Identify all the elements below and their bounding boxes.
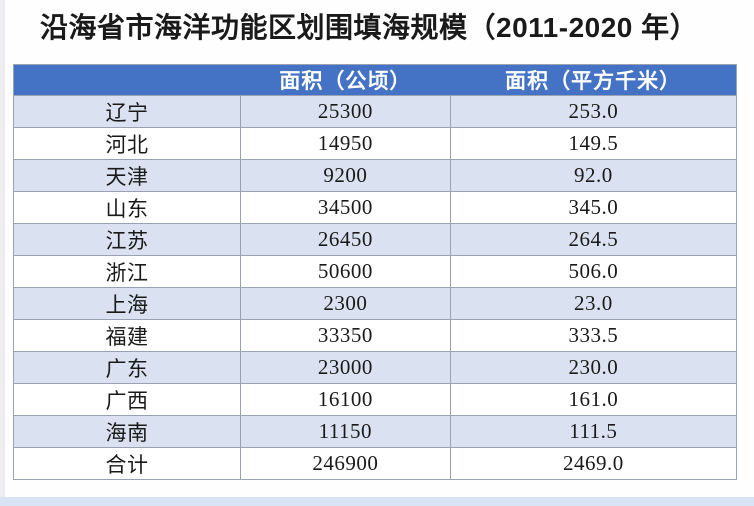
area-hectares-cell: 50600	[240, 255, 451, 288]
table-header: 面积（公顷） 面积（平方千米）	[13, 64, 737, 96]
area-square-km-cell: 345.0	[449, 191, 738, 224]
area-hectares-cell: 246900	[240, 447, 451, 480]
area-square-km-cell: 2469.0	[449, 447, 738, 480]
table-row: 福建 33350 333.5	[12, 319, 738, 352]
area-square-km-cell: 92.0	[449, 159, 738, 192]
reclamation-table-container: 面积（公顷） 面积（平方千米） 辽宁 25300 253.0 河北 14950 …	[12, 64, 738, 480]
area-hectares-cell: 9200	[240, 159, 451, 192]
table-row: 广西 16100 161.0	[12, 383, 738, 416]
region-cell: 福建	[12, 319, 242, 352]
region-cell: 江苏	[12, 223, 242, 256]
area-square-km-cell: 264.5	[449, 223, 738, 256]
region-cell: 合计	[12, 447, 242, 480]
area-square-km-cell: 149.5	[449, 127, 738, 160]
table-row: 天津 9200 92.0	[12, 159, 738, 192]
page-left-edge-shade	[0, 0, 5, 506]
area-hectares-cell: 11150	[240, 415, 451, 448]
area-square-km-cell: 333.5	[449, 319, 738, 352]
area-hectares-cell: 34500	[240, 191, 451, 224]
bottom-background-strip	[0, 497, 754, 506]
table-row: 辽宁 25300 253.0	[12, 95, 738, 128]
col-header-area-square-km: 面积（平方千米）	[450, 64, 737, 96]
region-cell: 海南	[12, 415, 242, 448]
area-hectares-cell: 23000	[240, 351, 451, 384]
table-row: 上海 2300 23.0	[12, 287, 738, 320]
area-hectares-cell: 14950	[240, 127, 451, 160]
region-cell: 广西	[12, 383, 242, 416]
header-row: 面积（公顷） 面积（平方千米）	[13, 64, 737, 96]
region-cell: 浙江	[12, 255, 242, 288]
area-square-km-cell: 230.0	[449, 351, 738, 384]
area-square-km-cell: 23.0	[449, 287, 738, 320]
table-row: 海南 11150 111.5	[12, 415, 738, 448]
col-header-region	[13, 64, 241, 96]
area-hectares-cell: 16100	[240, 383, 451, 416]
area-square-km-cell: 253.0	[449, 95, 738, 128]
area-hectares-cell: 2300	[240, 287, 451, 320]
table-row: 江苏 26450 264.5	[12, 223, 738, 256]
area-square-km-cell: 111.5	[449, 415, 738, 448]
table-body: 辽宁 25300 253.0 河北 14950 149.5 天津 9200 92…	[12, 95, 738, 480]
area-hectares-cell: 25300	[240, 95, 451, 128]
region-cell: 天津	[12, 159, 242, 192]
area-hectares-cell: 33350	[240, 319, 451, 352]
area-square-km-cell: 161.0	[449, 383, 738, 416]
region-cell: 河北	[12, 127, 242, 160]
table-row: 河北 14950 149.5	[12, 127, 738, 160]
col-header-area-hectares: 面积（公顷）	[240, 64, 451, 96]
table-row: 浙江 50600 506.0	[12, 255, 738, 288]
region-cell: 山东	[12, 191, 242, 224]
table-row: 山东 34500 345.0	[12, 191, 738, 224]
area-square-km-cell: 506.0	[449, 255, 738, 288]
table-row: 合计 246900 2469.0	[12, 447, 738, 480]
page-title: 沿海省市海洋功能区划围填海规模（2011-2020 年）	[40, 12, 699, 43]
region-cell: 上海	[12, 287, 242, 320]
region-cell: 广东	[12, 351, 242, 384]
reclamation-table: 面积（公顷） 面积（平方千米） 辽宁 25300 253.0 河北 14950 …	[12, 64, 738, 480]
area-hectares-cell: 26450	[240, 223, 451, 256]
table-row: 广东 23000 230.0	[12, 351, 738, 384]
region-cell: 辽宁	[12, 95, 242, 128]
